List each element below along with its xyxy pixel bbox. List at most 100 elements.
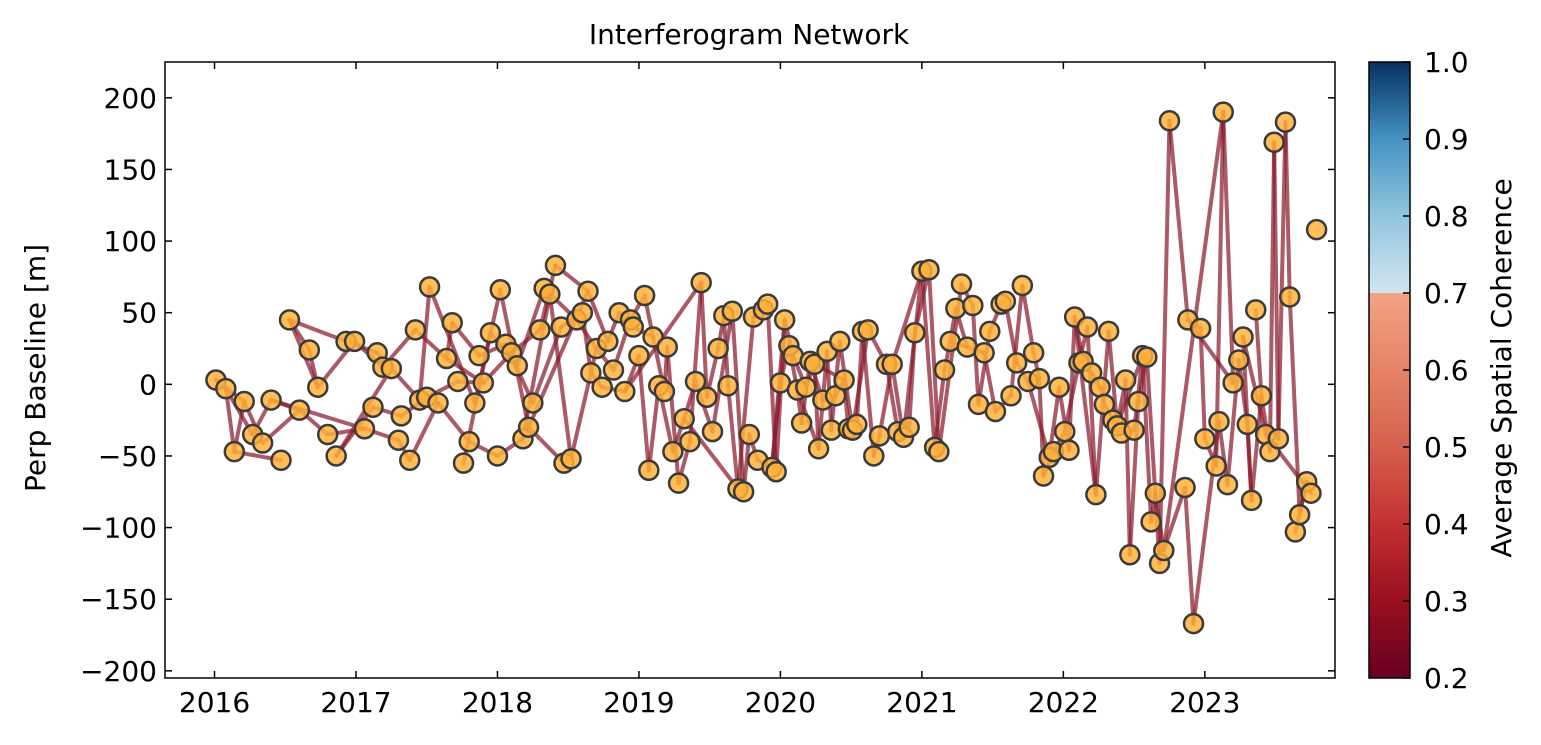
acquisition-point <box>472 372 495 394</box>
network-edge <box>417 284 432 403</box>
network-edge <box>682 416 740 491</box>
network-edge <box>1167 118 1190 322</box>
acquisition-point <box>653 380 676 403</box>
colorbar-tick-label: 1.0 <box>1424 46 1469 79</box>
acquisition-point <box>479 322 502 344</box>
acquisition-point <box>979 320 1001 343</box>
acquisition-point <box>390 405 413 427</box>
acquisition-point <box>684 370 707 393</box>
network-edge <box>1009 283 1025 398</box>
colorbar-label: Average Spatial Coherence <box>1485 178 1518 557</box>
acquisition-point <box>544 254 567 277</box>
acquisition-point <box>1032 465 1055 487</box>
colorbar-tick-label: 0.5 <box>1424 431 1469 464</box>
acquisition-point <box>577 280 599 302</box>
network-edge <box>1283 120 1292 299</box>
network-edge <box>1276 120 1288 441</box>
acquisition-point <box>1278 286 1301 308</box>
acquisition-point <box>1144 482 1167 504</box>
network-edge <box>1253 307 1264 398</box>
acquisition-point <box>1216 473 1239 496</box>
acquisition-point <box>1000 385 1022 407</box>
acquisition-point <box>701 420 724 443</box>
y-tick-label: 50 <box>121 297 157 330</box>
plot-area: 2016 2017 2018 2019 2020 2021 2022 2023 −200 −150… <box>80 61 1336 719</box>
acquisition-point <box>628 344 650 367</box>
network-edge <box>520 292 552 441</box>
acquisition-point <box>904 322 926 344</box>
acquisition-point <box>807 438 830 460</box>
acquisition-point <box>1240 489 1263 512</box>
network-edge <box>1072 314 1098 497</box>
acquisition-point <box>298 339 321 361</box>
acquisition-point <box>441 311 463 334</box>
acquisition-point <box>1284 521 1307 543</box>
acquisition-point <box>1228 349 1250 371</box>
chart-title: Interferogram Network <box>589 18 910 51</box>
acquisition-point <box>353 417 376 440</box>
colorbar-tick-label: 0.3 <box>1424 585 1469 618</box>
acquisition-point <box>343 330 366 353</box>
acquisition-point <box>1305 218 1328 241</box>
colorbar-tick-label: 0.9 <box>1424 123 1469 156</box>
acquisition-point <box>662 440 684 463</box>
acquisition-point <box>529 319 551 341</box>
acquisition-point <box>452 452 475 474</box>
acquisition-point <box>829 330 851 353</box>
acquisition-point <box>1267 428 1290 450</box>
acquisition-point <box>881 353 903 376</box>
acquisition-point <box>288 399 311 421</box>
x-tick-label: 2020 <box>745 686 816 719</box>
acquisition-point <box>1182 612 1205 635</box>
acquisition-point <box>1174 476 1196 499</box>
colorbar-tick-label: 0.8 <box>1424 200 1469 233</box>
acquisition-point <box>950 273 973 295</box>
acquisition-point <box>325 445 347 467</box>
y-tick-label: 150 <box>104 153 157 186</box>
acquisition-point <box>468 344 490 367</box>
acquisition-point <box>673 407 695 430</box>
acquisition-point <box>679 430 701 453</box>
colorbar: 0.2 0.3 0.4 0.5 0.6 0.7 0.8 0.9 1.0 <box>1368 46 1469 695</box>
acquisition-point <box>597 330 619 353</box>
acquisition-point <box>696 386 718 408</box>
acquisition-point <box>1288 503 1311 526</box>
acquisition-point <box>928 440 950 463</box>
y-tick-label: −200 <box>80 655 157 688</box>
y-tick-label: 100 <box>104 225 157 258</box>
acquisition-point <box>387 429 410 451</box>
y-tick-label: 200 <box>104 82 157 115</box>
acquisition-point <box>732 481 755 503</box>
plot-frame <box>164 61 1336 679</box>
acquisition-point <box>803 353 826 376</box>
acquisition-point <box>1250 385 1273 407</box>
acquisition-point <box>447 370 469 393</box>
acquisition-point <box>633 284 656 307</box>
colorbar-tick-label: 0.7 <box>1424 277 1469 310</box>
acquisition-point <box>1222 372 1244 394</box>
colorbar-tick-label: 0.6 <box>1424 354 1469 387</box>
acquisition-point <box>868 425 891 447</box>
acquisition-point <box>994 290 1017 312</box>
acquisition-point <box>1263 131 1285 153</box>
acquisition-point <box>517 416 540 439</box>
acquisition-point <box>1232 326 1254 348</box>
acquisition-point <box>316 423 339 446</box>
network-edge <box>699 280 709 400</box>
acquisition-point <box>380 357 403 380</box>
acquisition-point <box>1022 342 1045 364</box>
acquisition-point <box>427 392 449 414</box>
acquisition-point <box>602 359 625 381</box>
acquisition-point <box>1274 111 1297 133</box>
acquisition-point <box>1212 101 1234 123</box>
acquisition-point <box>933 359 956 381</box>
y-tick-label: 0 <box>139 368 157 401</box>
acquisition-point <box>270 449 292 472</box>
colorbar-tick-label: 0.2 <box>1424 662 1469 695</box>
acquisition-point <box>898 416 920 439</box>
acquisition-point <box>1153 539 1175 562</box>
acquisition-point <box>846 413 868 436</box>
acquisition-point <box>973 342 995 364</box>
acquisition-point <box>721 300 744 323</box>
